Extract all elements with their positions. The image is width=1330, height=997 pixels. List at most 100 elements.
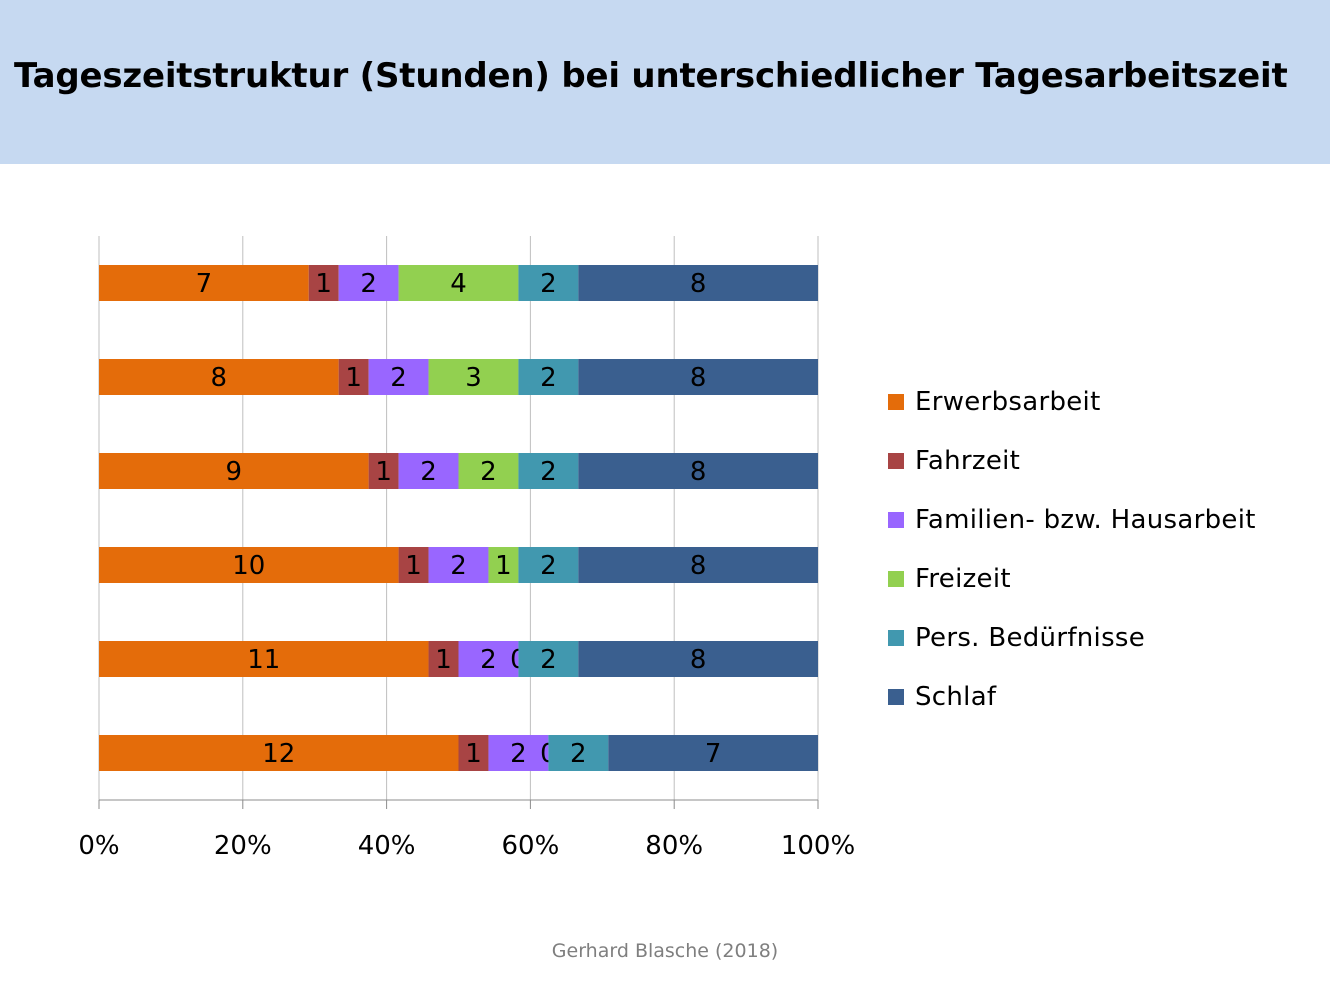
legend-swatch xyxy=(888,393,904,410)
legend-item: Freizeit xyxy=(888,549,1256,608)
data-label: 7 xyxy=(705,739,722,769)
legend-item: Pers. Bedürfnisse xyxy=(888,608,1256,667)
x-tick-label: 0% xyxy=(78,831,119,861)
data-label: 2 xyxy=(360,269,377,299)
legend-item: Erwerbsarbeit xyxy=(888,372,1256,431)
bar-segment xyxy=(99,547,399,583)
data-label: 2 xyxy=(540,363,557,393)
data-label: 1 xyxy=(315,269,332,299)
bar-segment xyxy=(488,547,519,583)
x-tick-label: 60% xyxy=(502,831,560,861)
data-label: 8 xyxy=(690,269,707,299)
legend-label: Fahrzeit xyxy=(915,445,1021,476)
data-label: 2 xyxy=(390,363,407,393)
chart-gridlines xyxy=(98,236,819,800)
bar-segment xyxy=(99,641,429,677)
bar-row: 1112028 xyxy=(99,641,818,677)
bar-row: 1212027 xyxy=(99,735,818,771)
source-credit: Gerhard Blasche (2018) xyxy=(551,940,779,962)
bar-segment xyxy=(368,453,399,489)
data-label: 9 xyxy=(226,457,243,487)
data-label: 2 xyxy=(570,739,587,769)
data-label: 1 xyxy=(405,551,422,581)
bar-segment xyxy=(398,453,459,489)
bar-segment xyxy=(398,547,429,583)
data-label: 4 xyxy=(450,269,467,299)
data-label: 1 xyxy=(465,739,482,769)
x-tick-label: 80% xyxy=(645,831,703,861)
data-label: 2 xyxy=(510,739,527,769)
bar-segment xyxy=(578,359,818,395)
bar-segment xyxy=(428,641,459,677)
data-label: 2 xyxy=(480,457,497,487)
legend-item: Familien- bzw. Hausarbeit xyxy=(888,490,1256,549)
legend-item: Schlaf xyxy=(888,667,1256,726)
bar-segment xyxy=(428,359,519,395)
bar-segment xyxy=(99,265,309,301)
bar-segment xyxy=(518,453,579,489)
data-label: 8 xyxy=(211,363,228,393)
bar-segment xyxy=(548,735,609,771)
bar-segment xyxy=(518,641,579,677)
data-label: 2 xyxy=(540,457,557,487)
legend-item: Fahrzeit xyxy=(888,431,1256,490)
bar-segment xyxy=(99,453,369,489)
x-tick-label: 40% xyxy=(358,831,416,861)
bar-segment xyxy=(458,453,519,489)
bar-segment xyxy=(458,641,519,677)
data-label: 8 xyxy=(690,457,707,487)
bar-segment xyxy=(99,359,339,395)
bar-segment xyxy=(518,265,579,301)
bar-segment xyxy=(398,265,519,301)
data-label: 2 xyxy=(420,457,437,487)
bar-segment xyxy=(488,735,549,771)
x-axis: 0% 20% 40% 60% 80% 100% xyxy=(78,799,855,861)
bar-segment xyxy=(518,547,579,583)
bar-segment xyxy=(458,735,489,771)
bar-segment xyxy=(578,453,818,489)
data-label: 2 xyxy=(450,551,467,581)
page-title: Tageszeitstruktur (Stunden) bei untersch… xyxy=(14,56,1288,96)
legend-swatch xyxy=(888,511,904,528)
bar-segment xyxy=(428,547,489,583)
data-label: 7 xyxy=(196,269,213,299)
data-label: 1 xyxy=(435,645,452,675)
bar-row: 10 1 2 1 2 8 xyxy=(99,547,818,583)
title-banner: Tageszeitstruktur (Stunden) bei untersch… xyxy=(0,0,1330,164)
data-label: 11 xyxy=(247,645,280,675)
data-label: 1 xyxy=(495,551,512,581)
legend-swatch xyxy=(888,629,904,646)
data-label: 2 xyxy=(540,269,557,299)
data-label: 8 xyxy=(690,551,707,581)
legend-swatch xyxy=(888,570,904,587)
bar-segment xyxy=(338,265,399,301)
data-label: 2 xyxy=(540,645,557,675)
chart-legend: Erwerbsarbeit Fahrzeit Familien- bzw. Haus… xyxy=(888,372,1256,726)
bar-segment xyxy=(338,359,369,395)
bar-segment xyxy=(518,359,579,395)
legend-swatch xyxy=(888,452,904,469)
bar-segment xyxy=(608,735,818,771)
data-label: 2 xyxy=(480,645,497,675)
x-tick-label: 100% xyxy=(781,831,855,861)
bar-segment xyxy=(368,359,429,395)
data-label: 10 xyxy=(232,551,265,581)
legend-label: Familien- bzw. Hausarbeit xyxy=(915,504,1256,535)
bar-segment xyxy=(99,735,459,771)
legend-swatch xyxy=(888,688,904,705)
legend-label: Freizeit xyxy=(915,563,1011,594)
data-label: 1 xyxy=(345,363,362,393)
bar-segment xyxy=(308,265,339,301)
data-label: 1 xyxy=(375,457,392,487)
legend-label: Schlaf xyxy=(915,681,997,712)
data-label: 12 xyxy=(262,739,295,769)
x-tick-label: 20% xyxy=(214,831,272,861)
data-label: 3 xyxy=(465,363,482,393)
data-label: 8 xyxy=(690,363,707,393)
legend-label: Pers. Bedürfnisse xyxy=(915,622,1146,653)
legend-label: Erwerbsarbeit xyxy=(915,386,1101,417)
